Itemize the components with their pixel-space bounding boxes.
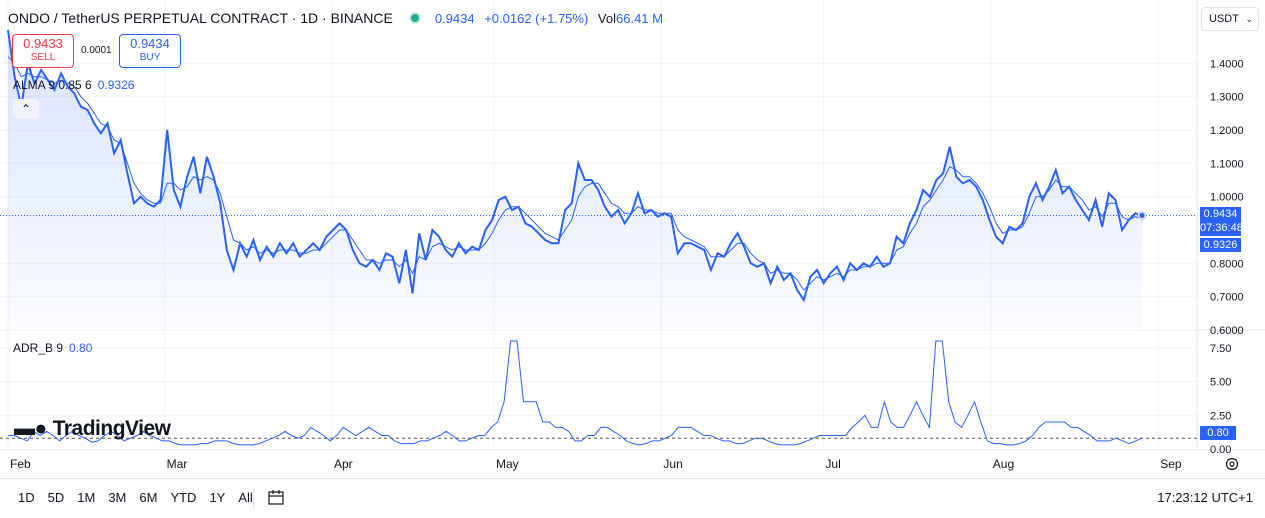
tradingview-logo[interactable]: ▬● TradingView: [14, 417, 171, 441]
adr-tick-label: 5.00: [1210, 377, 1231, 389]
spread-value: 0.0001: [81, 45, 112, 56]
last-price-label: 0.9434 07:36:48: [1200, 207, 1243, 236]
last-price-point[interactable]: [1137, 211, 1147, 221]
range-button-3m[interactable]: 3M: [108, 490, 127, 505]
time-tick-label: Jun: [663, 457, 682, 471]
sell-button[interactable]: 0.9433 SELL: [12, 34, 74, 68]
settings-gear-icon[interactable]: [1224, 456, 1240, 472]
alma-price-label: 0.9326: [1200, 238, 1241, 252]
market-status-icon[interactable]: [408, 12, 421, 24]
adr-value: 0.80: [69, 341, 93, 355]
buy-price: 0.9434: [130, 36, 170, 51]
time-tick-label: Sep: [1160, 457, 1182, 471]
volume-label: Vol: [597, 10, 616, 26]
bottom-toolbar: 1D 5D 1M 3M 6M YTD 1Y All 17:23:12 UTC+1: [0, 478, 1265, 518]
range-button-1d[interactable]: 1D: [18, 490, 35, 505]
time-tick-label: May: [496, 457, 519, 471]
range-buttons: 1D 5D 1M 3M 6M YTD 1Y All: [18, 490, 266, 505]
toolbar-divider: [253, 488, 254, 508]
chart-legend: ONDO / TetherUS PERPETUAL CONTRACT · 1D …: [8, 10, 669, 26]
price-tick-label: 0.8000: [1210, 258, 1244, 270]
tv-logo-icon: ▬●: [14, 417, 47, 440]
price-tick-label: 1.3000: [1210, 92, 1244, 104]
symbol-title[interactable]: ONDO / TetherUS PERPETUAL CONTRACT · 1D …: [8, 10, 393, 26]
currency-select[interactable]: USDT ⌄: [1201, 7, 1259, 31]
range-button-5d[interactable]: 5D: [47, 490, 65, 505]
time-tick-label: Feb: [10, 457, 31, 471]
price-series-line[interactable]: [7, 29, 1143, 303]
price-tick-label: 0.7000: [1210, 292, 1244, 304]
time-tick-label: Aug: [993, 457, 1014, 471]
adr-tick-label: 0.00: [1210, 444, 1231, 456]
adr-series-line[interactable]: [8, 340, 1143, 446]
price-change: +0.0162 (+1.75%): [484, 10, 589, 26]
range-button-all[interactable]: All: [238, 490, 253, 505]
alma-value: 0.9326: [97, 78, 135, 92]
adr-label: ADR_B 9: [13, 341, 64, 355]
adr-tick-label: 7.50: [1210, 343, 1231, 355]
price-tick-label: 1.2000: [1210, 125, 1244, 137]
calendar-goto-date-icon[interactable]: [267, 488, 285, 506]
time-tick-label: Mar: [167, 457, 188, 471]
utc-clock[interactable]: 17:23:12 UTC+1: [1157, 490, 1253, 505]
price-tick-label: 1.1000: [1210, 158, 1244, 170]
currency-value: USDT: [1209, 13, 1239, 25]
chevron-down-icon: ⌄: [1245, 14, 1253, 24]
bar-countdown: 07:36:48: [1200, 222, 1243, 234]
price-tick-label: 0.6000: [1210, 325, 1244, 337]
chart-canvas[interactable]: 1.4000 1.3000 1.2000 1.1000 1.0000 0.8000 0.70…: [0, 0, 1265, 478]
range-button-ytd[interactable]: YTD: [170, 490, 197, 505]
quote-values: 0.9434 +0.0162 (+1.75%) Vol66.41 M: [435, 11, 669, 26]
range-button-1y[interactable]: 1Y: [209, 490, 226, 505]
alma-label: ALMA 9 0.85 6: [13, 78, 92, 92]
sell-price: 0.9433: [23, 36, 63, 51]
buy-label: BUY: [139, 52, 161, 63]
sell-label: SELL: [30, 52, 56, 63]
volume-value: 66.41 M: [616, 10, 663, 26]
buy-button[interactable]: 0.9434 BUY: [119, 34, 181, 68]
last-price-axis-value: 0.9434: [1203, 208, 1238, 220]
collapse-legend-chevron-up-icon[interactable]: ⌃: [13, 99, 39, 119]
alma-legend[interactable]: ALMA 9 0.85 6 0.9326: [13, 78, 134, 92]
adr-legend[interactable]: ADR_B 9 0.80: [13, 341, 92, 355]
time-tick-label: Apr: [334, 457, 353, 471]
range-button-1m[interactable]: 1M: [77, 490, 96, 505]
adr-tick-label: 2.50: [1210, 410, 1231, 422]
last-price: 0.9434: [434, 10, 475, 26]
logo-text: TradingView: [52, 417, 171, 440]
price-tick-label: 1.4000: [1210, 58, 1244, 70]
adr-last-label: 0.80: [1200, 426, 1236, 440]
range-button-6m[interactable]: 6M: [139, 490, 158, 505]
time-tick-label: Jul: [825, 457, 840, 471]
price-tick-label: 1.0000: [1210, 192, 1244, 204]
price-area-fill: [8, 30, 1142, 330]
